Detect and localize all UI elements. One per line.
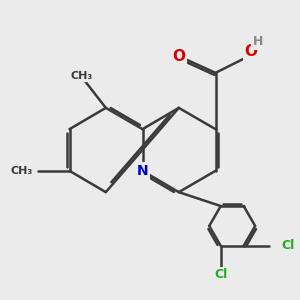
Text: H: H bbox=[253, 35, 263, 48]
Text: Cl: Cl bbox=[214, 268, 227, 281]
Text: O: O bbox=[244, 44, 257, 59]
Text: CH₃: CH₃ bbox=[11, 166, 33, 176]
Text: N: N bbox=[137, 164, 148, 178]
Text: CH₃: CH₃ bbox=[71, 71, 93, 81]
Text: O: O bbox=[172, 49, 185, 64]
Text: Cl: Cl bbox=[281, 239, 295, 252]
